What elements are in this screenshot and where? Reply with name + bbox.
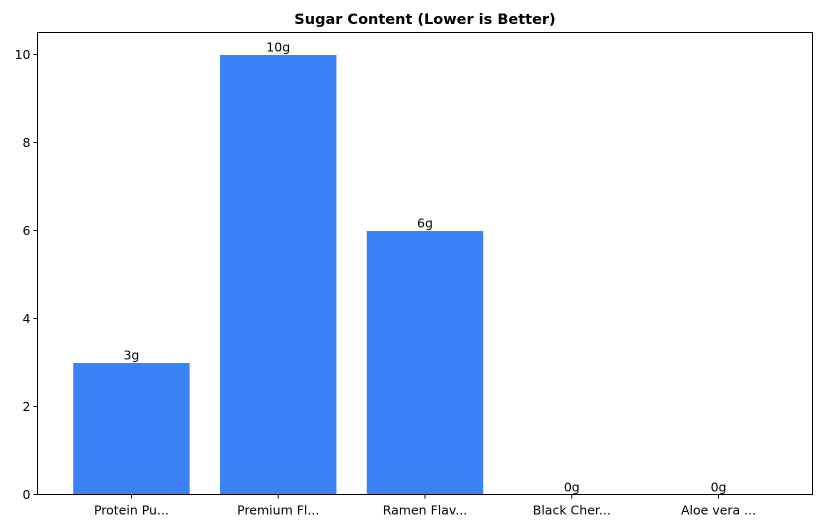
data-label: 6g	[417, 216, 433, 231]
y-tick-label: 10	[15, 47, 31, 62]
x-tick-label: Premium Fl...	[237, 503, 319, 518]
x-tick-label: Ramen Flav...	[383, 503, 468, 518]
chart-title: Sugar Content (Lower is Better)	[294, 12, 555, 28]
y-tick-label: 2	[23, 399, 31, 414]
plot-frame	[37, 32, 813, 495]
y-tick-label: 4	[23, 311, 31, 326]
bar	[219, 54, 338, 495]
bar	[72, 362, 191, 495]
data-label: 3g	[123, 348, 139, 363]
y-tick-label: 6	[23, 223, 31, 238]
data-label: 10g	[266, 40, 290, 55]
data-label: 0g	[711, 480, 727, 495]
bar	[365, 230, 485, 495]
data-label: 0g	[564, 480, 580, 495]
x-tick-label: Aloe vera ...	[681, 503, 756, 518]
x-tick-label: Black Cher...	[533, 503, 611, 518]
x-tick-label: Protein Pu...	[94, 503, 169, 518]
y-tick-label: 8	[23, 135, 31, 150]
y-tick-label: 0	[23, 487, 31, 502]
